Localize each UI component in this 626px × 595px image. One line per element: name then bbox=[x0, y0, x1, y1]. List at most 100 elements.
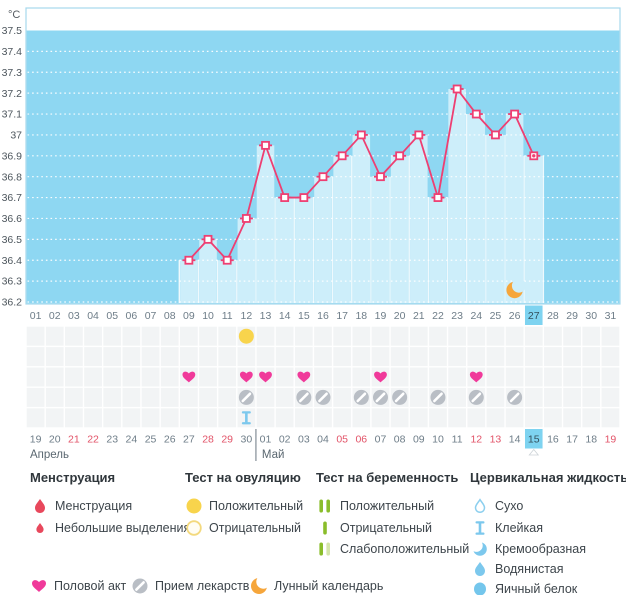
event-cell[interactable] bbox=[563, 326, 581, 346]
calendar-date-label[interactable]: 28 bbox=[202, 434, 214, 446]
calendar-date-label[interactable]: 15 bbox=[528, 434, 540, 446]
intercourse-heart-icon[interactable] bbox=[239, 371, 253, 383]
event-cell[interactable] bbox=[199, 387, 217, 407]
event-cell[interactable] bbox=[65, 367, 83, 387]
event-cell[interactable] bbox=[199, 326, 217, 346]
event-cell[interactable] bbox=[333, 387, 352, 407]
event-cell[interactable] bbox=[448, 408, 467, 428]
calendar-date-label[interactable]: 14 bbox=[509, 434, 521, 446]
event-cell[interactable] bbox=[524, 326, 543, 346]
temp-point-day-19[interactable] bbox=[376, 172, 385, 182]
cycle-day-label[interactable]: 20 bbox=[394, 310, 406, 322]
event-cell[interactable] bbox=[544, 408, 562, 428]
calendar-date-label[interactable]: 04 bbox=[317, 434, 329, 446]
temp-point-day-12[interactable] bbox=[241, 214, 251, 223]
temp-point-day-25[interactable] bbox=[491, 130, 500, 140]
event-cell[interactable] bbox=[314, 347, 332, 367]
temp-point-day-18[interactable] bbox=[356, 130, 366, 140]
event-cell[interactable] bbox=[84, 347, 102, 367]
calendar-date-label[interactable]: 22 bbox=[87, 434, 99, 446]
event-cell[interactable] bbox=[314, 326, 332, 346]
event-cell[interactable] bbox=[256, 408, 275, 428]
medication-pill-icon[interactable] bbox=[353, 389, 369, 405]
intercourse-heart-icon[interactable] bbox=[374, 371, 387, 383]
event-cell[interactable] bbox=[160, 408, 179, 428]
event-cell[interactable] bbox=[122, 326, 141, 346]
event-cell[interactable] bbox=[486, 326, 505, 346]
cycle-day-label[interactable]: 31 bbox=[605, 310, 617, 322]
event-cell[interactable] bbox=[103, 326, 122, 346]
event-cell[interactable] bbox=[352, 326, 371, 346]
event-cell[interactable] bbox=[371, 408, 390, 428]
event-cell[interactable] bbox=[84, 387, 102, 407]
temp-point-day-16[interactable] bbox=[318, 172, 328, 182]
event-cell[interactable] bbox=[141, 347, 160, 367]
event-cell[interactable] bbox=[179, 408, 198, 428]
event-cell[interactable] bbox=[505, 326, 524, 346]
event-cell[interactable] bbox=[141, 326, 160, 346]
cycle-day-label[interactable]: 03 bbox=[68, 310, 80, 322]
calendar-date-label[interactable]: 05 bbox=[336, 434, 348, 446]
event-cell[interactable] bbox=[448, 326, 467, 346]
event-cell[interactable] bbox=[199, 347, 217, 367]
event-cell[interactable] bbox=[45, 326, 64, 346]
calendar-date-label[interactable]: 25 bbox=[145, 434, 157, 446]
event-cell[interactable] bbox=[601, 408, 620, 428]
event-cell[interactable] bbox=[26, 387, 45, 407]
calendar-date-label[interactable]: 11 bbox=[452, 434, 463, 446]
cycle-day-label[interactable]: 19 bbox=[375, 310, 387, 322]
event-cell[interactable] bbox=[563, 408, 581, 428]
event-cell[interactable] bbox=[601, 347, 620, 367]
event-cell[interactable] bbox=[256, 347, 275, 367]
event-cell[interactable] bbox=[524, 408, 543, 428]
cervical-sticky-icon[interactable] bbox=[241, 411, 251, 425]
calendar-date-label[interactable]: 21 bbox=[68, 434, 80, 446]
temp-point-day-15[interactable] bbox=[299, 193, 309, 202]
event-cell[interactable] bbox=[275, 347, 294, 367]
event-cell[interactable] bbox=[160, 347, 179, 367]
event-cell[interactable] bbox=[486, 408, 505, 428]
event-cell[interactable] bbox=[429, 408, 447, 428]
cycle-day-label[interactable]: 13 bbox=[260, 310, 272, 322]
event-cell[interactable] bbox=[409, 326, 428, 346]
event-cell[interactable] bbox=[122, 408, 141, 428]
cycle-day-label[interactable]: 28 bbox=[547, 310, 559, 322]
calendar-date-label[interactable]: 23 bbox=[106, 434, 118, 446]
temp-point-day-13[interactable] bbox=[261, 140, 270, 150]
cycle-day-label[interactable]: 22 bbox=[432, 310, 444, 322]
event-cell[interactable] bbox=[505, 347, 524, 367]
temp-point-day-10[interactable] bbox=[203, 234, 213, 244]
cycle-day-label[interactable]: 30 bbox=[585, 310, 597, 322]
cycle-day-label[interactable]: 05 bbox=[106, 310, 118, 322]
event-cell[interactable] bbox=[141, 387, 160, 407]
medication-pill-icon[interactable] bbox=[392, 389, 408, 405]
medication-pill-icon[interactable] bbox=[468, 389, 484, 405]
event-cell[interactable] bbox=[218, 408, 237, 428]
event-cell[interactable] bbox=[179, 347, 198, 367]
event-cell[interactable] bbox=[333, 408, 352, 428]
event-cell[interactable] bbox=[45, 347, 64, 367]
event-cell[interactable] bbox=[65, 387, 83, 407]
calendar-date-label[interactable]: 09 bbox=[413, 434, 425, 446]
event-cell[interactable] bbox=[524, 367, 543, 387]
event-cell[interactable] bbox=[390, 367, 409, 387]
calendar-date-label[interactable]: 18 bbox=[585, 434, 597, 446]
cycle-day-label[interactable]: 14 bbox=[279, 310, 291, 322]
event-cell[interactable] bbox=[294, 347, 313, 367]
cycle-day-label[interactable]: 26 bbox=[509, 310, 521, 322]
event-cell[interactable] bbox=[505, 367, 524, 387]
cycle-day-label[interactable]: 12 bbox=[241, 310, 253, 322]
medication-pill-icon[interactable] bbox=[507, 389, 523, 405]
calendar-date-label[interactable]: 13 bbox=[490, 434, 502, 446]
calendar-date-label[interactable]: 17 bbox=[566, 434, 578, 446]
event-cell[interactable] bbox=[45, 408, 64, 428]
calendar-date-label[interactable]: 26 bbox=[164, 434, 176, 446]
event-cell[interactable] bbox=[390, 326, 409, 346]
cycle-day-label[interactable]: 01 bbox=[30, 310, 42, 322]
event-cell[interactable] bbox=[352, 408, 371, 428]
event-cell[interactable] bbox=[601, 367, 620, 387]
cycle-day-label[interactable]: 25 bbox=[490, 310, 502, 322]
event-cell[interactable] bbox=[505, 408, 524, 428]
event-cell[interactable] bbox=[524, 347, 543, 367]
medication-pill-icon[interactable] bbox=[315, 389, 331, 405]
